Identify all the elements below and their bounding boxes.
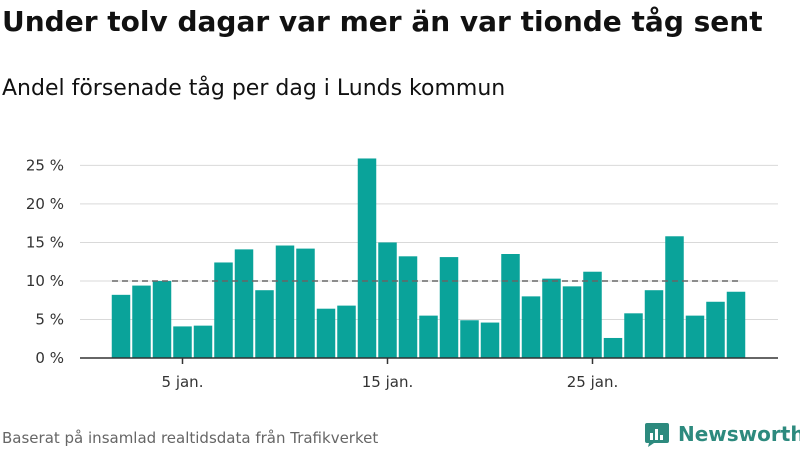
y-tick-label: 0 % bbox=[35, 349, 64, 367]
bar bbox=[706, 301, 725, 358]
bar bbox=[316, 308, 336, 358]
bar bbox=[378, 242, 397, 358]
bar bbox=[193, 325, 213, 358]
bar bbox=[398, 256, 418, 358]
bar bbox=[624, 313, 643, 358]
logo-text: Newsworthy bbox=[678, 422, 800, 446]
y-tick-label: 15 % bbox=[26, 233, 64, 251]
bar bbox=[296, 248, 315, 358]
bar bbox=[603, 337, 623, 358]
bar bbox=[439, 257, 459, 358]
x-tick-label: 5 jan. bbox=[162, 373, 204, 391]
bar bbox=[665, 236, 684, 358]
x-tick-label: 25 jan. bbox=[567, 373, 619, 391]
bar bbox=[173, 326, 192, 358]
bar bbox=[726, 291, 746, 358]
y-tick-label: 10 % bbox=[26, 272, 64, 290]
x-tick-label: 15 jan. bbox=[362, 373, 414, 391]
bar bbox=[521, 296, 541, 358]
bar bbox=[419, 315, 438, 358]
bar bbox=[132, 285, 151, 358]
y-tick-label: 5 % bbox=[35, 310, 64, 328]
bar bbox=[562, 286, 582, 358]
source-note: Baserat på insamlad realtidsdata från Tr… bbox=[2, 429, 379, 447]
chart-title: Under tolv dagar var mer än var tionde t… bbox=[2, 5, 763, 38]
bar bbox=[644, 290, 664, 358]
bar bbox=[275, 245, 295, 358]
bar bbox=[214, 262, 233, 358]
bar bbox=[583, 271, 602, 358]
bar bbox=[460, 320, 479, 358]
bar bbox=[501, 254, 520, 358]
bar bbox=[337, 305, 356, 358]
bar bbox=[542, 278, 561, 358]
bar bbox=[234, 249, 254, 358]
chart-subtitle: Andel försenade tåg per dag i Lunds komm… bbox=[2, 76, 506, 101]
y-tick-label: 25 % bbox=[26, 156, 64, 174]
bar bbox=[152, 280, 172, 358]
bar bbox=[357, 158, 377, 358]
newsworthy-logo-icon bbox=[645, 423, 669, 447]
bar bbox=[255, 290, 274, 358]
bar bbox=[480, 322, 500, 358]
newsworthy-logo: Newsworthy bbox=[644, 420, 800, 448]
y-tick-label: 20 % bbox=[26, 195, 64, 213]
bar bbox=[685, 315, 705, 358]
bar bbox=[111, 294, 131, 358]
